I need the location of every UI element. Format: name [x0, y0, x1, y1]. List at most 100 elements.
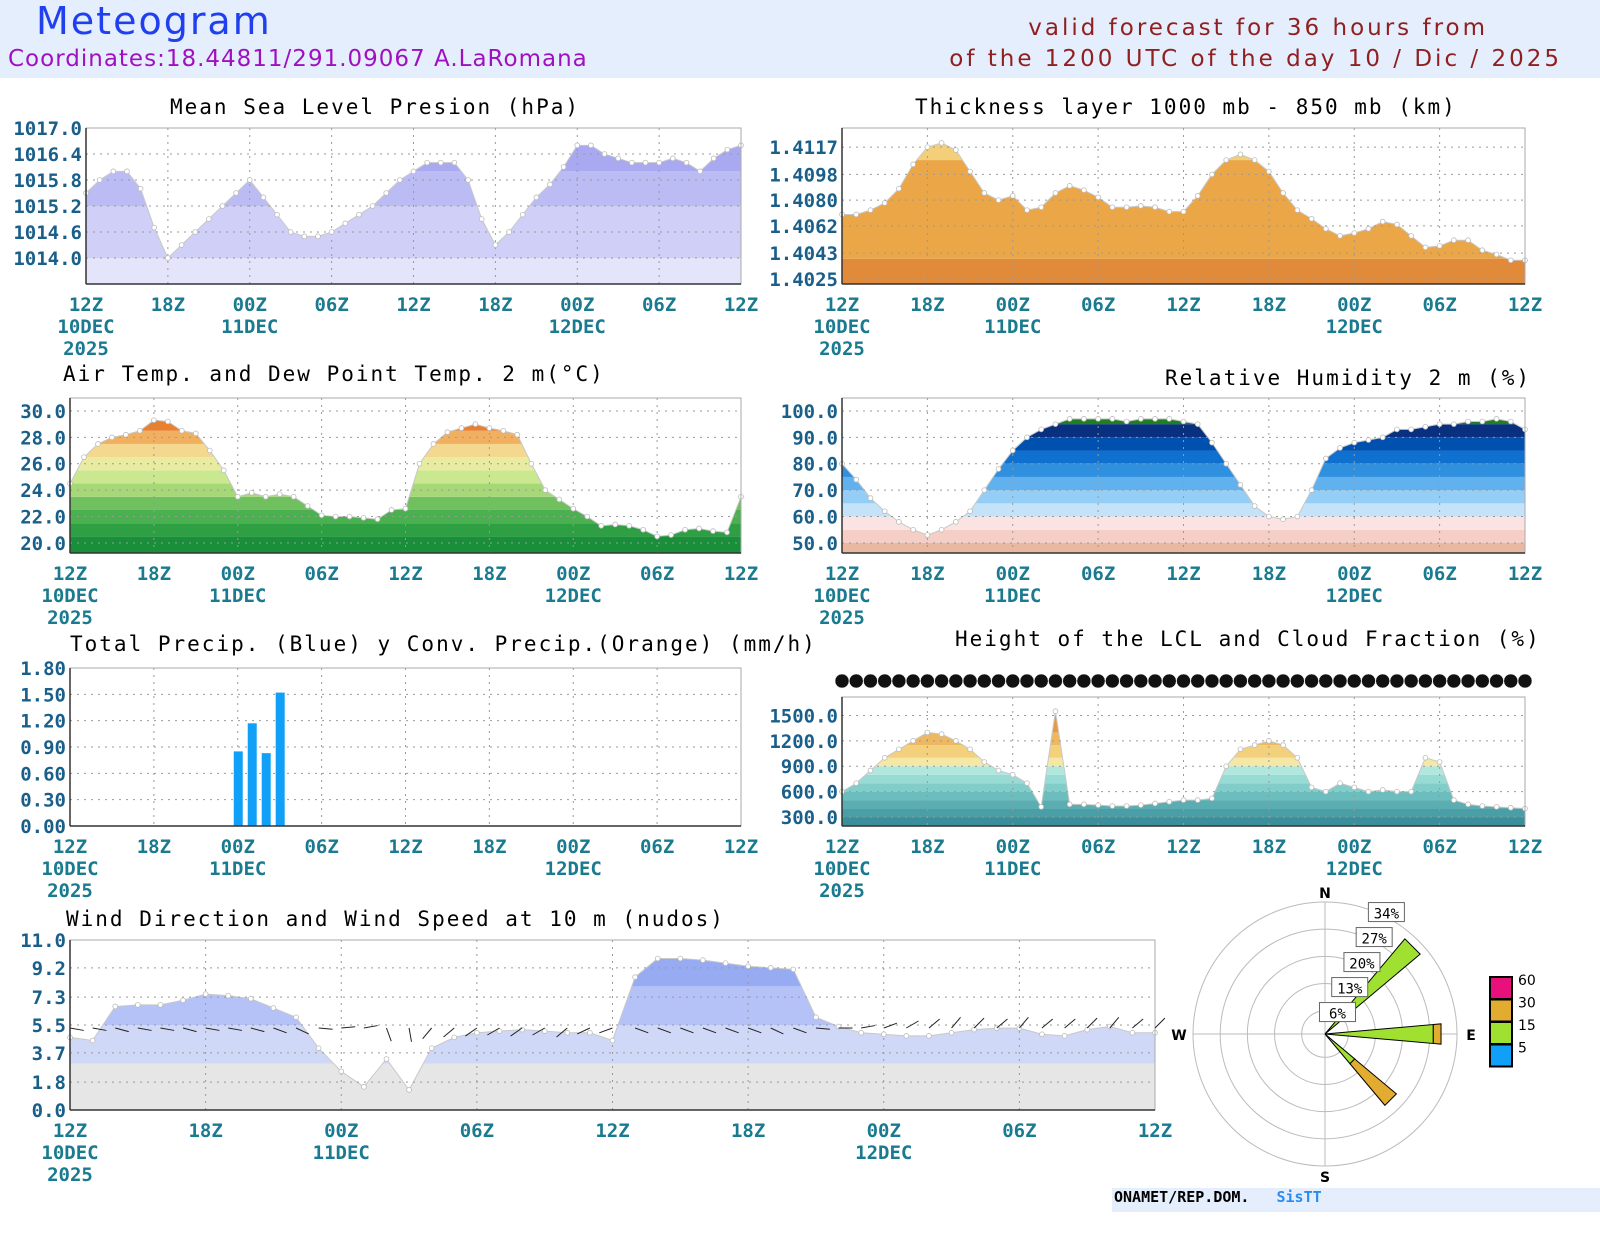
date-label: 2025: [47, 1164, 93, 1186]
y-tick-label: 5.5: [32, 1015, 66, 1037]
data-point: [1194, 797, 1201, 803]
ring-label: 6%: [1329, 1007, 1346, 1023]
y-tick-label: 1.80: [20, 658, 66, 680]
wind-barb: [385, 1027, 392, 1042]
cloud-fraction-icon: [1304, 673, 1319, 689]
date-label: 11DEC: [984, 858, 1041, 880]
wind-barb: [341, 1026, 356, 1029]
data-point: [853, 211, 860, 218]
data-point: [1180, 208, 1187, 215]
data-point: [276, 491, 283, 497]
data-point: [881, 754, 888, 761]
cloud-fraction-icon: [991, 673, 1006, 689]
cloud-fraction-icon: [934, 673, 949, 689]
data-point: [1138, 416, 1144, 422]
area-bands: [842, 142, 1525, 284]
data-point: [683, 159, 690, 166]
y-tick-label: 1017.0: [13, 118, 82, 140]
date-label: 11DEC: [313, 1142, 370, 1164]
wind-barb: [634, 1027, 649, 1034]
footer-brand: SisTT: [1276, 1188, 1322, 1206]
date-label: 2025: [47, 880, 93, 902]
data-point: [397, 177, 403, 183]
rose-sector: [1324, 1033, 1356, 1065]
y-tick-label: 50.0: [792, 533, 838, 555]
data-point: [612, 521, 618, 528]
data-point: [492, 242, 499, 248]
area-bands: [842, 711, 1525, 826]
data-point: [995, 767, 1002, 774]
cloud-fraction-icon: [1147, 673, 1163, 689]
wind-barb: [182, 1027, 197, 1033]
data-point: [506, 229, 512, 235]
date-label: 2025: [819, 880, 865, 902]
data-point: [1365, 225, 1372, 232]
cloud-fraction-icon: [1062, 673, 1077, 689]
data-point: [1052, 708, 1059, 715]
data-point: [496, 1028, 503, 1034]
band: [842, 808, 1525, 818]
data-point: [180, 997, 186, 1004]
data-point: [1451, 421, 1457, 427]
date-label: 12DEC: [1326, 585, 1383, 607]
data-point: [458, 425, 465, 431]
x-tick-label: 06Z: [642, 294, 676, 316]
cloud-fraction-icon: [834, 673, 850, 689]
data-point: [1237, 482, 1244, 488]
band: [842, 783, 1525, 792]
legend-label: 5: [1518, 1041, 1527, 1057]
data-point: [206, 447, 213, 454]
data-point: [246, 177, 253, 183]
ring-label: 34%: [1374, 907, 1400, 923]
data-point: [304, 503, 311, 509]
wind-barb: [363, 1025, 378, 1029]
data-point: [528, 460, 535, 467]
cloud-fraction-icon: [1176, 673, 1191, 689]
data-point: [179, 427, 185, 434]
x-tick-label: 00Z: [556, 836, 590, 858]
date-label: 10DEC: [57, 316, 114, 338]
wind-barb: [443, 1027, 455, 1038]
data-point: [642, 159, 649, 166]
x-tick-label: 12Z: [1508, 294, 1542, 316]
mslp-chart: Mean Sea Level Presion (hPa) 1014.0 1014.6…: [13, 95, 758, 360]
valid-line-2: of the 1200 UTC of the day 10 / Dic / 20…: [949, 46, 1562, 72]
wind-barb: [137, 1027, 152, 1031]
x-tick-label: 18Z: [151, 294, 185, 316]
cloud-fraction-icon: [1275, 673, 1291, 689]
cloud-fraction-icon: [1005, 673, 1020, 689]
y-tick-label: 20.0: [20, 533, 66, 555]
cloud-fraction-icon: [1233, 673, 1248, 689]
data-point: [137, 185, 144, 192]
y-tick-label: 0.0: [32, 1100, 66, 1122]
data-point: [1152, 800, 1158, 807]
wind-barb: [951, 1016, 961, 1029]
cardinal-N: N: [1319, 886, 1331, 902]
data-point: [290, 493, 297, 500]
data-point: [151, 417, 157, 423]
ring-label-box: [1331, 977, 1369, 998]
cloud-fraction-icon: [948, 673, 964, 689]
rose-sector: [1324, 1023, 1434, 1045]
valid-line-1: valid forecast for 36 hours from: [1028, 15, 1488, 41]
data-point: [234, 493, 241, 500]
data-point: [564, 1029, 571, 1036]
data-point: [219, 203, 226, 209]
data-point: [1451, 797, 1457, 803]
wind-barb: [1132, 1018, 1144, 1029]
x-tick-label: 06Z: [1422, 836, 1456, 858]
data-point: [383, 190, 390, 196]
data-point: [151, 224, 158, 231]
x-tick-label: 06Z: [1081, 294, 1115, 316]
data-point: [1066, 416, 1073, 422]
cloud-fraction-icon: [1375, 673, 1390, 689]
date-label: 2025: [819, 607, 865, 629]
data-point: [1479, 247, 1486, 254]
wind-barb: [725, 1027, 739, 1034]
x-tick-label: 06Z: [304, 563, 338, 585]
data-point: [1180, 797, 1187, 803]
x-tick-label: 12Z: [53, 836, 87, 858]
y-tick-label: 11.0: [20, 930, 66, 952]
wind-barb: [115, 1027, 129, 1033]
cloud-fraction-icon: [1218, 673, 1234, 689]
